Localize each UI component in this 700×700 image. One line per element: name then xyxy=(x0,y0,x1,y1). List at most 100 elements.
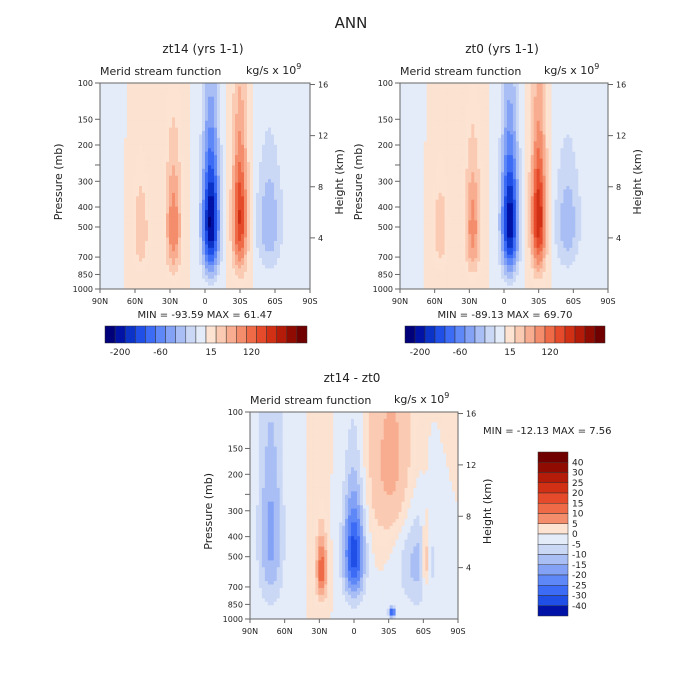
y-tick-label: 150 xyxy=(378,115,393,124)
x-tick-label: 90S xyxy=(302,297,317,306)
colorbar-swatch xyxy=(574,325,586,344)
colorbar-swatch xyxy=(434,325,446,344)
colorbar-label: -20 xyxy=(572,571,587,581)
y-axis-label: Pressure (mb) xyxy=(202,473,215,550)
colorbar-label: 120 xyxy=(243,348,260,358)
colorbar-label: -25 xyxy=(572,581,587,591)
colorbar-swatch xyxy=(464,325,476,344)
colorbar-label: 120 xyxy=(541,348,558,358)
panel-subtitle: Merid stream function xyxy=(400,65,521,78)
colorbar-swatch xyxy=(246,325,257,344)
colorbar-label: 20 xyxy=(572,489,584,499)
y2-tick-label: 12 xyxy=(318,132,328,141)
y-tick-label: 200 xyxy=(78,141,93,150)
x-tick-label: 30N xyxy=(461,297,477,306)
colorbar-label: -30 xyxy=(572,592,587,602)
colorbar-swatch xyxy=(155,325,166,344)
y-tick-label: 700 xyxy=(78,253,93,262)
x-tick-label: 90N xyxy=(92,297,108,306)
units-label: kg/s x 109 xyxy=(394,391,449,406)
y-tick-label: 850 xyxy=(78,270,93,279)
colorbar-label: -200 xyxy=(110,348,131,358)
y-axis-label: Pressure (mb) xyxy=(352,144,365,221)
minmax-label: MIN = -89.13 MAX = 69.70 xyxy=(438,310,573,321)
panel-title: zt0 (yrs 1-1) xyxy=(465,42,539,56)
y-tick-label: 850 xyxy=(228,600,243,609)
colorbar-swatch xyxy=(124,325,136,344)
colorbar-swatch xyxy=(414,325,426,344)
colorbar-swatch xyxy=(537,564,569,576)
colorbar-label: 30 xyxy=(572,469,584,479)
y2-axis-label: Height (km) xyxy=(631,149,644,215)
y-tick-label: 500 xyxy=(78,223,93,232)
x-tick-label: 30N xyxy=(162,297,178,306)
field-raster xyxy=(250,412,458,619)
x-tick-label: 30S xyxy=(232,297,247,306)
panel-3: zt14 - zt0 Merid stream function kg/s x 10… xyxy=(202,371,612,636)
colorbar-swatch xyxy=(534,325,546,344)
panels-group: zt14 (yrs 1-1) Merid stream function kg/s … xyxy=(52,42,644,636)
y2-tick-label: 16 xyxy=(466,410,476,419)
y2-tick-label: 8 xyxy=(616,183,621,192)
panel-title: zt14 (yrs 1-1) xyxy=(162,42,243,56)
colorbar-swatch xyxy=(256,325,267,344)
y-tick-label: 500 xyxy=(228,553,243,562)
panel-1: zt14 (yrs 1-1) Merid stream function kg/s … xyxy=(52,42,346,358)
y-tick-label: 200 xyxy=(228,470,243,479)
colorbar: -200 -60 15 120 xyxy=(104,325,308,358)
colorbar-swatch xyxy=(135,325,146,344)
x-tick-label: 30N xyxy=(311,627,327,636)
colorbar-swatch xyxy=(537,451,569,463)
colorbar-swatch xyxy=(537,544,569,555)
colorbar-swatch xyxy=(236,325,247,344)
panel-subtitle: Merid stream function xyxy=(100,65,221,78)
colorbar-swatch xyxy=(537,523,569,535)
colorbar-swatch xyxy=(225,325,237,344)
colorbar-swatch xyxy=(537,595,569,606)
colorbar-swatch xyxy=(424,325,436,344)
field-raster xyxy=(400,83,608,289)
y-tick-label: 300 xyxy=(78,177,93,186)
y2-axis-label: Height (km) xyxy=(481,479,494,545)
x-tick-label: 90N xyxy=(242,627,258,636)
colorbar-swatch xyxy=(544,325,556,344)
y-tick-label: 200 xyxy=(378,141,393,150)
y-tick-label: 1000 xyxy=(73,285,93,294)
colorbar-label: 15 xyxy=(504,348,515,358)
colorbar-swatch xyxy=(537,482,569,494)
colorbar-swatch xyxy=(514,325,526,344)
x-tick-label: 90S xyxy=(600,297,615,306)
colorbar-swatch xyxy=(594,325,606,344)
colorbar-swatch xyxy=(175,325,187,344)
units-label: kg/s x 109 xyxy=(246,62,301,77)
y-axis-label: Pressure (mb) xyxy=(52,144,65,221)
colorbar-swatch xyxy=(584,325,596,344)
colorbar-label: 15 xyxy=(205,348,216,358)
y-tick-label: 150 xyxy=(228,444,243,453)
y-tick-label: 400 xyxy=(378,203,393,212)
x-tick-label: 60S xyxy=(416,627,431,636)
x-tick-label: 0 xyxy=(202,297,207,306)
colorbar-swatch xyxy=(474,325,486,344)
colorbar-swatch xyxy=(114,325,126,344)
panel-subtitle: Merid stream function xyxy=(250,394,371,407)
colorbar-swatch xyxy=(554,325,566,344)
colorbar-label: -5 xyxy=(572,540,581,550)
colorbar-swatch xyxy=(537,492,569,504)
y-tick-label: 850 xyxy=(378,270,393,279)
y2-tick-label: 4 xyxy=(616,234,621,243)
y-tick-label: 300 xyxy=(378,177,393,186)
x-tick-label: 30S xyxy=(531,297,546,306)
colorbar-label: 15 xyxy=(572,499,583,509)
colorbar-label: 10 xyxy=(572,510,584,520)
y-tick-label: 1000 xyxy=(223,615,243,624)
colorbar-label: -60 xyxy=(153,348,168,358)
y-tick-label: 300 xyxy=(228,507,243,516)
minmax-label: MIN = -12.13 MAX = 7.56 xyxy=(483,426,612,437)
colorbar-swatch xyxy=(564,325,576,344)
y-tick-label: 100 xyxy=(228,408,243,417)
colorbar-swatch xyxy=(537,554,569,565)
y-tick-label: 700 xyxy=(228,583,243,592)
